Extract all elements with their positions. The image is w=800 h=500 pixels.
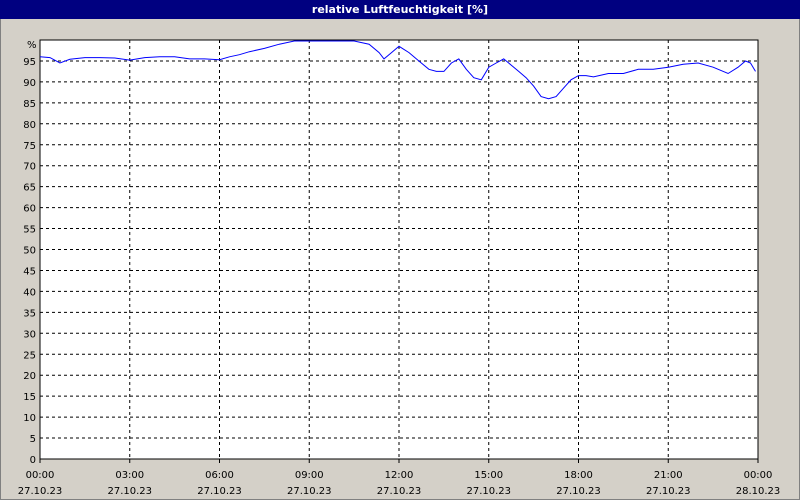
y-tick-label: 95: [23, 57, 36, 68]
x-tick-time: 21:00: [654, 470, 683, 481]
x-tick-time: 09:00: [295, 470, 324, 481]
x-tick-date: 27.10.23: [107, 486, 152, 497]
y-tick-label: 30: [23, 329, 36, 340]
x-tick-date: 28.10.23: [736, 486, 781, 497]
x-tick-date: 27.10.23: [287, 486, 332, 497]
y-tick-label: 45: [23, 266, 36, 277]
y-tick-label: 75: [23, 141, 36, 152]
y-tick-label: 20: [23, 371, 36, 382]
y-tick-label: 50: [23, 246, 36, 257]
x-tick-date: 27.10.23: [197, 486, 242, 497]
y-tick-label: 55: [23, 225, 36, 236]
x-tick-date: 27.10.23: [646, 486, 691, 497]
y-tick-label: 5: [30, 434, 36, 445]
x-tick-time: 12:00: [385, 470, 414, 481]
x-tick-time: 00:00: [26, 470, 55, 481]
chart-title: relative Luftfeuchtigkeit [%]: [0, 0, 800, 19]
y-tick-label: 90: [23, 78, 36, 89]
x-tick-date: 27.10.23: [556, 486, 601, 497]
y-axis: % 0 5 10 15 20 25 30 35 40 45 50 55 60 65 70 75 80 85 90 95: [23, 40, 36, 466]
y-tick-label: 40: [23, 287, 36, 298]
y-tick-label: 35: [23, 308, 36, 319]
x-tick-time: 18:00: [564, 470, 593, 481]
x-tick-date: 27.10.23: [466, 486, 511, 497]
y-tick-label: 65: [23, 183, 36, 194]
x-tick-date: 27.10.23: [377, 486, 422, 497]
y-tick-label: 10: [23, 413, 36, 424]
y-unit-label: %: [27, 40, 37, 51]
y-tick-label: 70: [23, 162, 36, 173]
x-tick-time: 03:00: [115, 470, 144, 481]
y-tick-label: 25: [23, 350, 36, 361]
y-tick-label: 15: [23, 392, 36, 403]
x-axis: 00:00 27.10.23 03:00 27.10.23 06:00 27.10.23 0…: [18, 459, 781, 497]
y-tick-label: 80: [23, 120, 36, 131]
x-tick-date: 27.10.23: [18, 486, 63, 497]
series-layer: [39, 40, 756, 100]
y-tick-label: 60: [23, 204, 36, 215]
y-tick-label: 0: [30, 455, 36, 466]
x-tick-time: 15:00: [474, 470, 503, 481]
humidity-series-line: [39, 40, 756, 100]
y-tick-label: 85: [23, 99, 36, 110]
x-tick-time: 00:00: [744, 470, 773, 481]
x-tick-time: 06:00: [205, 470, 234, 481]
grid-lines: [40, 40, 758, 459]
